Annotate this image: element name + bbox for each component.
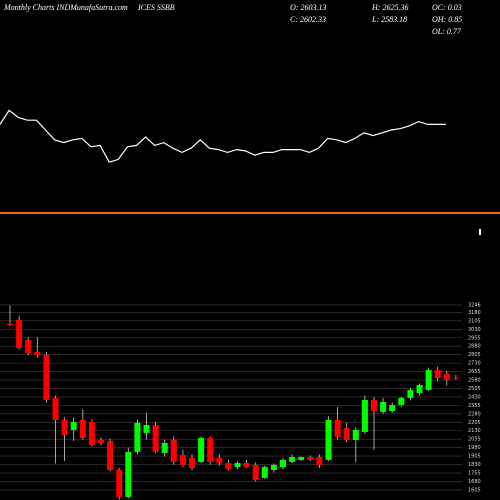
y-tick-label: 2580	[468, 378, 481, 384]
y-tick-label: 3246	[468, 302, 481, 308]
ohlc-label: OL: 0.77	[432, 27, 462, 36]
candle-body	[352, 429, 359, 440]
candle-body	[407, 389, 414, 398]
candle-body	[34, 351, 41, 356]
candle-body	[43, 355, 50, 400]
candle-body	[252, 465, 259, 481]
candle-body	[434, 369, 441, 378]
candle-body	[298, 457, 305, 460]
chart-title: Monthly Charts INDMunafaSutra.com	[3, 3, 128, 12]
candle-body	[207, 437, 214, 462]
candle-body	[307, 457, 314, 460]
ohlc-label: C: 2602.33	[290, 15, 326, 24]
candle-body	[143, 424, 150, 433]
y-tick-label: 1680	[468, 479, 481, 485]
candle-body	[116, 469, 123, 497]
candle-body	[216, 457, 223, 463]
y-tick-label: 2730	[468, 361, 481, 367]
candle-body	[70, 421, 77, 430]
candle-body	[280, 459, 286, 468]
indicator-line	[0, 109, 446, 163]
y-tick-label: 1905	[468, 454, 481, 460]
candle-body	[425, 369, 432, 390]
y-tick-label: 2355	[468, 403, 481, 409]
candle-body	[325, 419, 332, 460]
marker	[479, 229, 481, 235]
candle-body	[125, 451, 132, 497]
candle-body	[371, 399, 377, 412]
y-tick-label: 2505	[468, 386, 481, 392]
candle-body	[161, 442, 168, 453]
candle-body	[189, 457, 195, 469]
candle-body	[380, 402, 387, 412]
candle-body	[361, 399, 368, 432]
y-tick-label: 3105	[468, 318, 481, 324]
y-tick-label: 1605	[468, 487, 481, 493]
candle-body	[152, 424, 159, 452]
candle-body	[7, 323, 13, 326]
candle-body	[107, 440, 114, 470]
y-tick-label: 1830	[468, 462, 481, 468]
candle-body	[316, 457, 323, 466]
y-tick-label: 3180	[468, 310, 481, 316]
candle-body	[52, 397, 59, 420]
y-tick-label: 2805	[468, 352, 481, 358]
candle-body	[334, 419, 341, 437]
candle-body	[343, 427, 350, 440]
ohlc-label: O: 2603.13	[290, 3, 326, 12]
candle-body	[452, 377, 459, 379]
y-tick-label: 2055	[468, 437, 481, 443]
y-tick-label: 2430	[468, 394, 481, 400]
candle-body	[398, 397, 405, 405]
candle-body	[79, 419, 86, 438]
y-tick-label: 2205	[468, 420, 481, 426]
candle-body	[179, 454, 186, 466]
ohlc-label: H: 2625.36	[371, 3, 408, 12]
candle-body	[170, 439, 177, 462]
ohlc-label: L: 2583.18	[371, 15, 407, 24]
candle-body	[243, 462, 250, 468]
candle-body	[261, 467, 268, 478]
candle-body	[98, 439, 104, 443]
y-tick-label: 3030	[468, 327, 481, 333]
candle-body	[16, 319, 23, 349]
candle-body	[443, 373, 450, 381]
candle-body	[25, 340, 32, 353]
y-tick-label: 1980	[468, 445, 481, 451]
candle-body	[234, 462, 241, 468]
ohlc-label: OC: 0.03	[432, 3, 462, 12]
candle-body	[416, 384, 423, 393]
y-tick-label: 2130	[468, 428, 481, 434]
candle-body	[389, 404, 396, 412]
y-tick-label: 1755	[468, 471, 481, 477]
candle-body	[134, 422, 141, 452]
candle-body	[270, 465, 277, 470]
y-tick-label: 2955	[468, 335, 481, 341]
y-tick-label: 2655	[468, 369, 481, 375]
candle-body	[289, 457, 296, 462]
y-tick-label: 2280	[468, 411, 481, 417]
candle-body	[198, 437, 205, 462]
symbol: ICES SSBB	[137, 3, 175, 12]
y-tick-label: 2880	[468, 344, 481, 350]
ohlc-label: OH: 0.85	[432, 15, 462, 24]
candle-body	[88, 421, 95, 445]
candle-body	[225, 462, 232, 469]
candle-body	[61, 419, 68, 435]
